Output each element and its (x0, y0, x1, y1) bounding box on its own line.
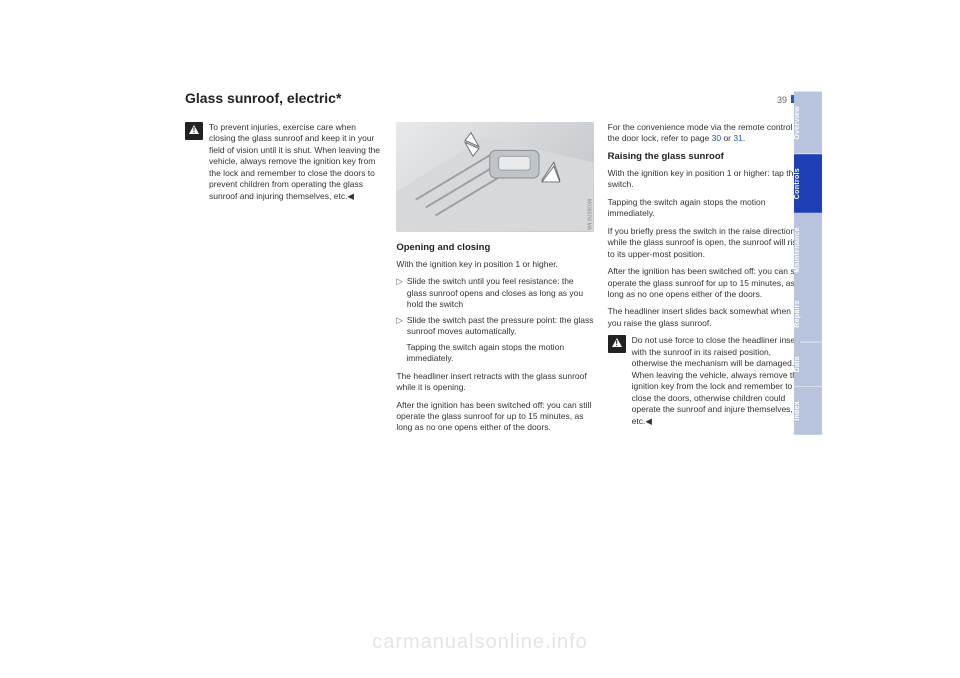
page-title: Glass sunroof, electric* (185, 90, 341, 106)
col2-intro: With the ignition key in position 1 or h… (396, 259, 593, 270)
col3-p5: After the ignition has been switched off… (608, 266, 805, 300)
col3-p2: With the ignition key in position 1 or h… (608, 168, 805, 191)
sunroof-switch-figure: M039076/ MA (396, 122, 593, 232)
page-link-31[interactable]: 31 (733, 133, 742, 143)
tab-controls[interactable]: Controls (794, 154, 822, 213)
watermark: carmanualsonline.info (0, 631, 960, 654)
col3-p1a: For the convenience mode via the remote … (608, 122, 803, 143)
title-row: Glass sunroof, electric* 39 (185, 90, 805, 108)
side-tabs: Overview Controls Maintenance Repairs Da… (794, 92, 822, 434)
tab-overview[interactable]: Overview (794, 92, 822, 154)
tab-index[interactable]: Index (794, 387, 822, 435)
opening-closing-heading: Opening and closing (396, 242, 593, 255)
columns: To prevent injuries, exercise care when … (185, 122, 805, 440)
warning-block: To prevent injuries, exercise care when … (185, 122, 382, 208)
warning-text-2: Do not use force to close the headliner … (632, 335, 805, 427)
col3-p6: The headliner insert slides back somewha… (608, 306, 805, 329)
tab-maintenance[interactable]: Maintenance (794, 213, 822, 287)
raising-heading: Raising the glass sunroof (608, 151, 805, 164)
bullet-2-text: Slide the switch past the pressure point… (407, 315, 594, 338)
col3-p1b: or (721, 133, 733, 143)
bullet-2-sub: Tapping the switch again stops the motio… (406, 342, 593, 365)
col3-p1: For the convenience mode via the remote … (608, 122, 805, 145)
col3-p3: Tapping the switch again stops the motio… (608, 197, 805, 220)
col2-p2: The headliner insert retracts with the g… (396, 371, 593, 394)
tab-data[interactable]: Data (794, 342, 822, 386)
column-2: M039076/ MA Opening and closing With the… (396, 122, 593, 440)
column-3: For the convenience mode via the remote … (608, 122, 805, 440)
warning-icon (185, 122, 203, 140)
warning-text: To prevent injuries, exercise care when … (209, 122, 382, 202)
col3-p4: If you briefly press the switch in the r… (608, 226, 805, 260)
manual-page: Glass sunroof, electric* 39 To prevent i… (185, 90, 805, 440)
figure-svg (396, 122, 593, 232)
tab-repairs[interactable]: Repairs (794, 286, 822, 342)
col3-p1c: . (743, 133, 745, 143)
page-number: 39 (777, 95, 787, 105)
warning-icon (608, 335, 626, 353)
warning-block-2: Do not use force to close the headliner … (608, 335, 805, 433)
bullet-2: ▷ Slide the switch past the pressure poi… (396, 315, 593, 338)
bullet-mark: ▷ (396, 315, 403, 338)
figure-code: M039076/ MA (585, 199, 592, 230)
col2-p3: After the ignition has been switched off… (396, 400, 593, 434)
page-link-30[interactable]: 30 (712, 133, 721, 143)
bullet-1-text: Slide the switch until you feel resistan… (407, 276, 594, 310)
bullet-1: ▷ Slide the switch until you feel resist… (396, 276, 593, 310)
bullet-mark: ▷ (396, 276, 403, 310)
column-1: To prevent injuries, exercise care when … (185, 122, 382, 440)
